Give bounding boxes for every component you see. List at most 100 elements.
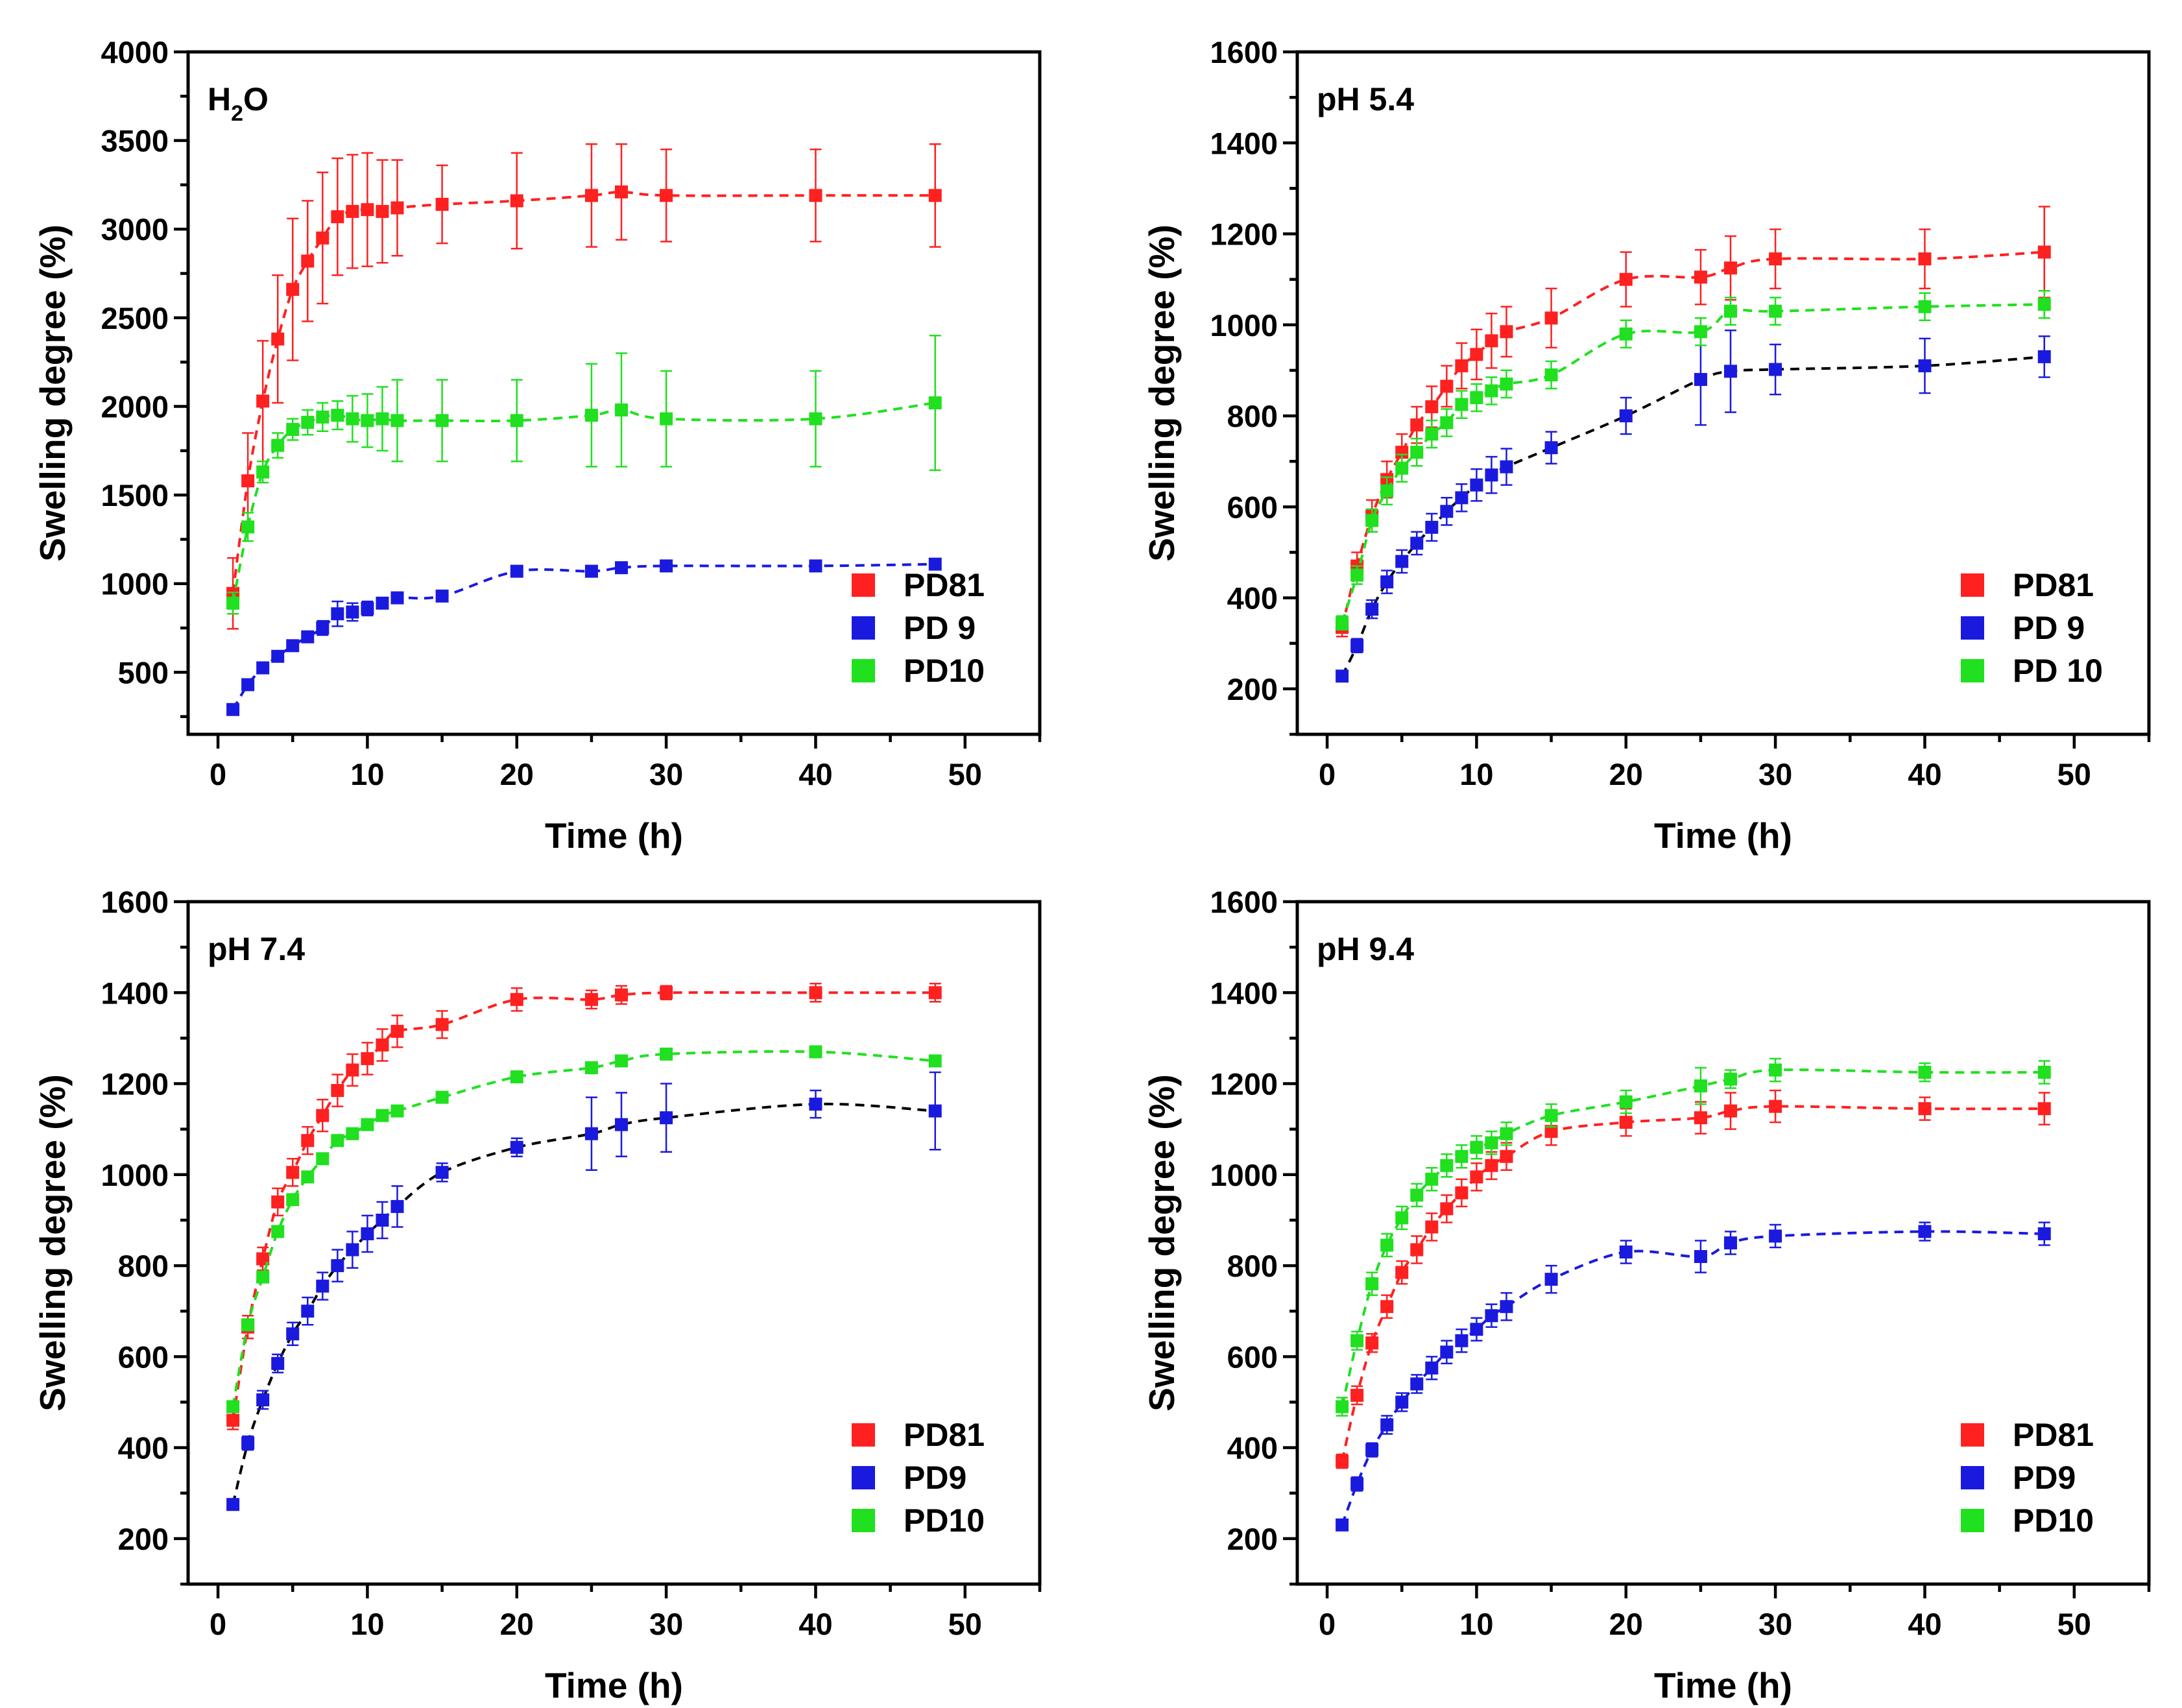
data-point <box>1365 1277 1379 1291</box>
data-point <box>1500 460 1513 474</box>
fit-line <box>1341 250 2044 628</box>
data-point <box>1410 418 1424 432</box>
y-tick-label: 1400 <box>101 976 169 1010</box>
y-tick-label: 2000 <box>101 389 169 424</box>
series-pd81 <box>1336 206 2051 638</box>
data-point <box>1410 1377 1424 1391</box>
data-point <box>928 557 942 571</box>
y-tick-label: 1000 <box>1210 308 1278 343</box>
x-tick-label: 40 <box>798 757 832 791</box>
data-point <box>286 423 300 437</box>
data-point <box>256 394 270 408</box>
x-tick-label: 20 <box>500 757 534 791</box>
x-tick-label: 10 <box>1459 757 1493 791</box>
x-tick-label: 40 <box>798 1607 832 1641</box>
data-point <box>376 412 389 426</box>
data-point <box>435 1018 449 1031</box>
data-point <box>390 1199 404 1213</box>
series-pd10 <box>226 334 942 615</box>
panel-title-h2o: H2O <box>208 81 269 126</box>
data-point <box>1694 325 1707 339</box>
data-point <box>361 601 374 615</box>
data-point <box>809 559 822 573</box>
data-point <box>316 621 330 635</box>
data-point <box>286 1193 300 1207</box>
data-point <box>1619 1095 1633 1109</box>
data-point <box>1395 1211 1409 1225</box>
data-point <box>809 1045 822 1059</box>
legend-swatch <box>1961 616 1984 640</box>
data-point <box>928 396 942 410</box>
data-point <box>1455 1334 1469 1347</box>
data-point <box>1500 1300 1513 1314</box>
y-tick-label: 1600 <box>1210 35 1278 69</box>
data-point <box>1380 484 1394 498</box>
y-tick-label: 1000 <box>101 567 169 601</box>
series-pd81 <box>226 982 942 1430</box>
data-point <box>1694 1250 1707 1264</box>
panel-ph-7-4: 0 10 20 30 40 50 200 400 600 800 1000 1200 1400 1600 T… <box>32 885 1042 1705</box>
panel-title-ph-5-4: pH 5.4 <box>1317 81 1414 117</box>
data-point <box>390 1024 404 1038</box>
data-point <box>928 986 942 1000</box>
x-tick-label: 10 <box>1459 1607 1493 1641</box>
data-point <box>256 465 270 479</box>
data-point <box>1336 1454 1349 1468</box>
data-point <box>615 988 629 1002</box>
data-point <box>331 1259 344 1273</box>
data-point <box>1619 409 1633 423</box>
data-point <box>2037 298 2051 311</box>
legend-swatch <box>1961 1423 1984 1447</box>
fit-line <box>232 190 935 594</box>
legend-label: PD 9 <box>2013 610 2085 646</box>
y-axis-title: Swelling degree (%) <box>32 1074 73 1412</box>
data-point <box>1544 368 1558 381</box>
data-point <box>435 589 449 603</box>
data-point <box>1544 1273 1558 1286</box>
data-point <box>1470 391 1483 405</box>
data-point <box>660 1111 673 1125</box>
legend-swatch <box>1961 1466 1984 1489</box>
data-point <box>660 189 673 202</box>
legend-label: PD81 <box>2013 567 2094 603</box>
data-point <box>510 564 523 578</box>
data-point <box>1918 300 1932 313</box>
data-point <box>615 1054 629 1068</box>
data-point <box>1769 1063 1782 1077</box>
data-point <box>584 1127 598 1140</box>
data-point <box>1425 427 1439 441</box>
data-point <box>1694 271 1707 284</box>
data-point <box>1395 446 1409 459</box>
y-tick-label: 1200 <box>101 1067 169 1101</box>
data-point <box>241 520 255 534</box>
x-tick-label: 50 <box>948 1607 982 1641</box>
data-point <box>1440 379 1454 393</box>
data-point <box>331 1134 344 1148</box>
data-point <box>1485 384 1498 398</box>
data-point <box>1694 1111 1707 1125</box>
data-point <box>615 403 629 416</box>
data-point <box>1425 1361 1439 1375</box>
data-point <box>1365 514 1379 527</box>
series-pd10 <box>226 1045 942 1413</box>
plot-frame <box>1295 900 2151 1586</box>
data-point <box>1380 1418 1394 1432</box>
data-point <box>1500 325 1513 339</box>
series-pd81 <box>226 143 942 630</box>
fit-line <box>232 562 935 710</box>
data-point <box>435 414 449 427</box>
fit-line <box>232 991 935 1421</box>
data-point <box>510 414 523 427</box>
data-point <box>1694 1079 1707 1093</box>
data-point <box>1918 252 1932 266</box>
data-point <box>1694 372 1707 386</box>
y-tick-label: 2500 <box>101 301 169 335</box>
x-tick-label: 50 <box>948 757 982 791</box>
y-tick-label: 3000 <box>101 212 169 247</box>
data-point <box>346 1127 359 1140</box>
data-point <box>1440 1345 1454 1359</box>
legend-label: PD 10 <box>2013 653 2103 689</box>
y-axis-title: Swelling degree (%) <box>1142 1074 1182 1412</box>
x-axis-title: Time (h) <box>545 815 683 856</box>
y-tick-label: 3500 <box>101 124 169 158</box>
